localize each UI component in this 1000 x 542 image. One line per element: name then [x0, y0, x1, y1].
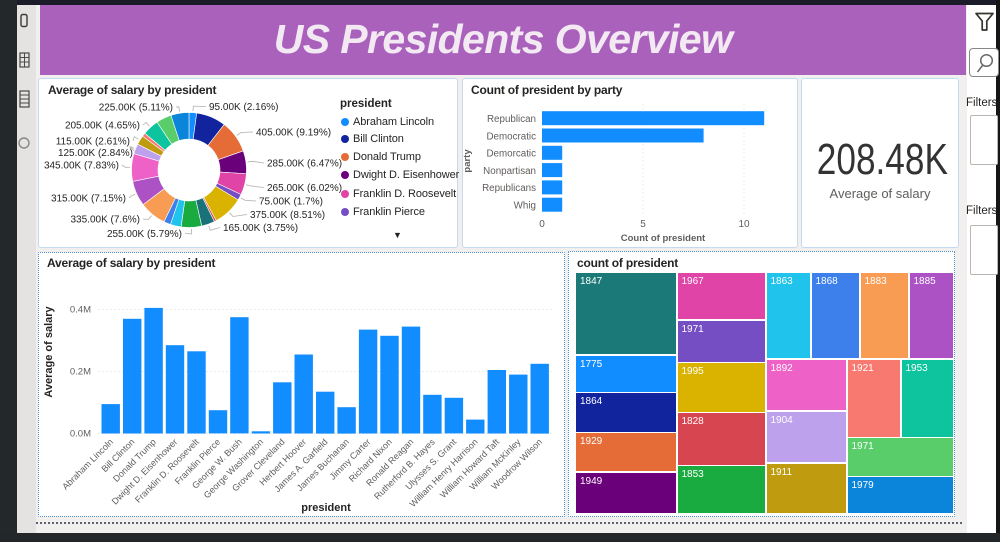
- svg-text:335.00K (7.6%): 335.00K (7.6%): [71, 215, 141, 226]
- svg-text:Whig: Whig: [514, 201, 536, 212]
- svg-text:0: 0: [539, 219, 545, 230]
- svg-text:405.00K (9.19%): 405.00K (9.19%): [256, 128, 331, 139]
- svg-text:Republicans: Republicans: [482, 183, 536, 194]
- svg-text:0.4M: 0.4M: [70, 305, 91, 316]
- svg-text:5: 5: [640, 219, 646, 230]
- svg-text:225.00K (5.11%): 225.00K (5.11%): [99, 103, 173, 114]
- svg-text:75.00K (1.7%): 75.00K (1.7%): [259, 197, 323, 208]
- svg-text:Nonpartisan: Nonpartisan: [483, 166, 536, 177]
- svg-text:Democratic: Democratic: [486, 131, 536, 142]
- svg-text:265.00K (6.02%): 265.00K (6.02%): [267, 183, 342, 194]
- svg-text:205.00K (4.65%): 205.00K (4.65%): [65, 121, 140, 132]
- svg-text:285.00K (6.47%): 285.00K (6.47%): [267, 159, 342, 170]
- svg-text:Republican: Republican: [487, 114, 536, 125]
- svg-text:165.00K (3.75%): 165.00K (3.75%): [223, 223, 298, 234]
- svg-text:315.00K (7.15%): 315.00K (7.15%): [51, 194, 126, 205]
- svg-text:Count of president: Count of president: [621, 233, 706, 244]
- svg-text:345.00K (7.83%): 345.00K (7.83%): [44, 161, 119, 172]
- svg-text:president: president: [301, 502, 351, 514]
- svg-text:115.00K (2.61%): 115.00K (2.61%): [56, 137, 130, 148]
- svg-text:255.00K (5.79%): 255.00K (5.79%): [107, 229, 182, 240]
- svg-text:95.00K (2.16%): 95.00K (2.16%): [209, 102, 279, 113]
- svg-text:375.00K (8.51%): 375.00K (8.51%): [250, 210, 325, 221]
- svg-text:0.0M: 0.0M: [70, 429, 91, 440]
- svg-text:party: party: [462, 149, 473, 173]
- svg-text:10: 10: [738, 219, 750, 230]
- svg-text:Demorcatic: Demorcatic: [486, 149, 536, 160]
- svg-text:125.00K (2.84%): 125.00K (2.84%): [58, 148, 133, 159]
- svg-text:0.2M: 0.2M: [70, 367, 91, 378]
- svg-text:Average of salary: Average of salary: [43, 305, 55, 397]
